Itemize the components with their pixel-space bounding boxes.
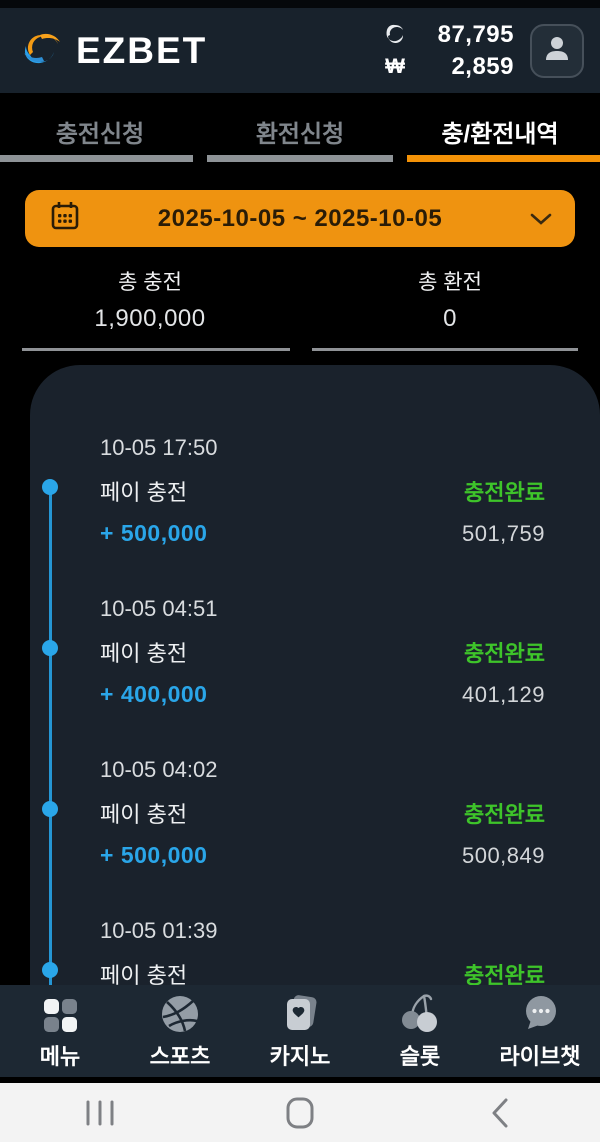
transaction-balance: 501,759 <box>461 520 545 546</box>
nav-item-slots[interactable]: 슬롯 <box>360 985 480 1077</box>
tab-label: 충/환전내역 <box>441 120 559 148</box>
status-badge: 충전완료 <box>464 480 545 505</box>
nav-label: 카지노 <box>269 1044 331 1069</box>
status-badge: 충전완료 <box>464 641 545 666</box>
transaction-amount: + 500,000 <box>100 520 208 546</box>
ezbet-swirl-icon <box>16 22 68 79</box>
person-icon <box>540 31 574 70</box>
menu-grid-icon <box>40 991 80 1035</box>
total-withdraw-value: 0 <box>443 305 457 332</box>
transaction-amount-row: + 400,000 401,129 <box>100 681 545 708</box>
won-balance-row: ₩ 2,859 <box>383 53 514 81</box>
transaction-name: 페이 충전 <box>100 963 188 988</box>
nav-label: 슬롯 <box>399 1044 441 1069</box>
nav-item-livechat[interactable]: 라이브챗 <box>480 985 600 1077</box>
transaction-balance: 500,849 <box>461 842 545 868</box>
transaction-time: 10-05 17:50 <box>100 435 218 460</box>
balance-panel: 87,795 ₩ 2,859 <box>383 21 514 81</box>
coin-currency-icon <box>383 21 407 50</box>
nav-label: 스포츠 <box>149 1044 211 1069</box>
chevron-down-icon <box>529 212 553 226</box>
transaction-list: 10-05 17:50 페이 충전 충전완료 + 500,000 501,759… <box>42 365 545 990</box>
status-strip <box>0 0 600 8</box>
tab-label: 환전신청 <box>255 120 345 148</box>
history-card: 10-05 17:50 페이 충전 충전완료 + 500,000 501,759… <box>30 365 600 990</box>
transaction-name-row: 페이 충전 충전완료 <box>100 636 545 668</box>
transaction-name-row: 페이 충전 충전완료 <box>100 797 545 829</box>
android-system-bar <box>0 1083 600 1142</box>
tab-label: 충전신청 <box>55 120 145 148</box>
transaction-amount: + 400,000 <box>100 681 208 707</box>
divider <box>312 348 578 351</box>
profile-button[interactable] <box>530 23 584 78</box>
won-balance-value: 2,859 <box>451 52 514 80</box>
nav-item-sports[interactable]: 스포츠 <box>120 985 240 1077</box>
tab-withdraw-request[interactable]: 환전신청 <box>200 93 400 169</box>
transaction-item[interactable]: 10-05 01:39 페이 충전 충전완료 + 500,000 501,170 <box>42 918 545 990</box>
total-withdraw-label: 총 환전 <box>418 271 482 294</box>
transaction-amount: + 500,000 <box>100 842 208 868</box>
timeline-line <box>49 487 52 990</box>
transaction-item[interactable]: 10-05 04:02 페이 충전 충전완료 + 500,000 500,849 <box>42 757 545 869</box>
bottom-navigation: 메뉴 스포츠 <box>0 985 600 1077</box>
tab-deposit-request[interactable]: 충전신청 <box>0 93 200 169</box>
won-symbol: ₩ <box>385 54 405 78</box>
nav-item-casino[interactable]: 카지노 <box>240 985 360 1077</box>
chat-bubble-icon <box>519 991 561 1035</box>
transaction-name: 페이 충전 <box>100 480 188 505</box>
app-header: EZBET 87,795 ₩ 2,859 <box>0 8 600 93</box>
nav-item-menu[interactable]: 메뉴 <box>0 985 120 1077</box>
tab-underline <box>207 155 393 162</box>
calendar-icon <box>47 198 83 239</box>
nav-label: 라이브챗 <box>499 1044 581 1069</box>
total-deposit-label: 총 충전 <box>118 271 182 294</box>
date-range-picker[interactable]: 2025-10-05 ~ 2025-10-05 <box>25 190 575 247</box>
recents-button[interactable] <box>0 1083 200 1142</box>
date-range-value: 2025-10-05 ~ 2025-10-05 <box>157 204 443 232</box>
transaction-balance: 401,129 <box>461 681 545 707</box>
transaction-time: 10-05 04:51 <box>100 596 218 621</box>
coin-balance-row: 87,795 <box>383 21 514 50</box>
transaction-name: 페이 충전 <box>100 641 188 666</box>
total-withdraw-block: 총 환전 0 <box>300 266 600 351</box>
transaction-amount-row: + 500,000 500,849 <box>100 842 545 869</box>
tab-underline <box>0 155 193 162</box>
cards-icon <box>279 991 321 1035</box>
transaction-name-row: 페이 충전 충전완료 <box>100 475 545 507</box>
brand-name: EZBET <box>76 29 208 71</box>
status-badge: 충전완료 <box>464 963 545 988</box>
back-button[interactable] <box>400 1083 600 1142</box>
tab-underline-active <box>407 155 600 162</box>
transaction-name: 페이 충전 <box>100 802 188 827</box>
cherries-icon <box>398 991 442 1035</box>
transaction-name-row: 페이 충전 충전완료 <box>100 958 545 990</box>
basketball-icon <box>159 991 201 1035</box>
divider <box>22 348 290 351</box>
status-badge: 충전완료 <box>464 802 545 827</box>
transaction-time: 10-05 04:02 <box>100 757 218 782</box>
transaction-item[interactable]: 10-05 04:51 페이 충전 충전완료 + 400,000 401,129 <box>42 596 545 708</box>
home-button[interactable] <box>200 1083 400 1142</box>
total-deposit-value: 1,900,000 <box>94 305 206 332</box>
nav-label: 메뉴 <box>39 1044 81 1069</box>
coin-balance-value: 87,795 <box>437 21 514 48</box>
total-deposit-block: 총 충전 1,900,000 <box>0 266 300 351</box>
tab-history[interactable]: 충/환전내역 <box>400 93 600 169</box>
transaction-amount-row: + 500,000 501,759 <box>100 520 545 547</box>
brand-logo[interactable]: EZBET <box>16 22 207 79</box>
transaction-item[interactable]: 10-05 17:50 페이 충전 충전완료 + 500,000 501,759 <box>42 435 545 547</box>
transaction-time: 10-05 01:39 <box>100 918 218 943</box>
totals-summary: 총 충전 1,900,000 총 환전 0 <box>0 266 600 351</box>
section-tabs: 충전신청 환전신청 충/환전내역 <box>0 93 600 169</box>
